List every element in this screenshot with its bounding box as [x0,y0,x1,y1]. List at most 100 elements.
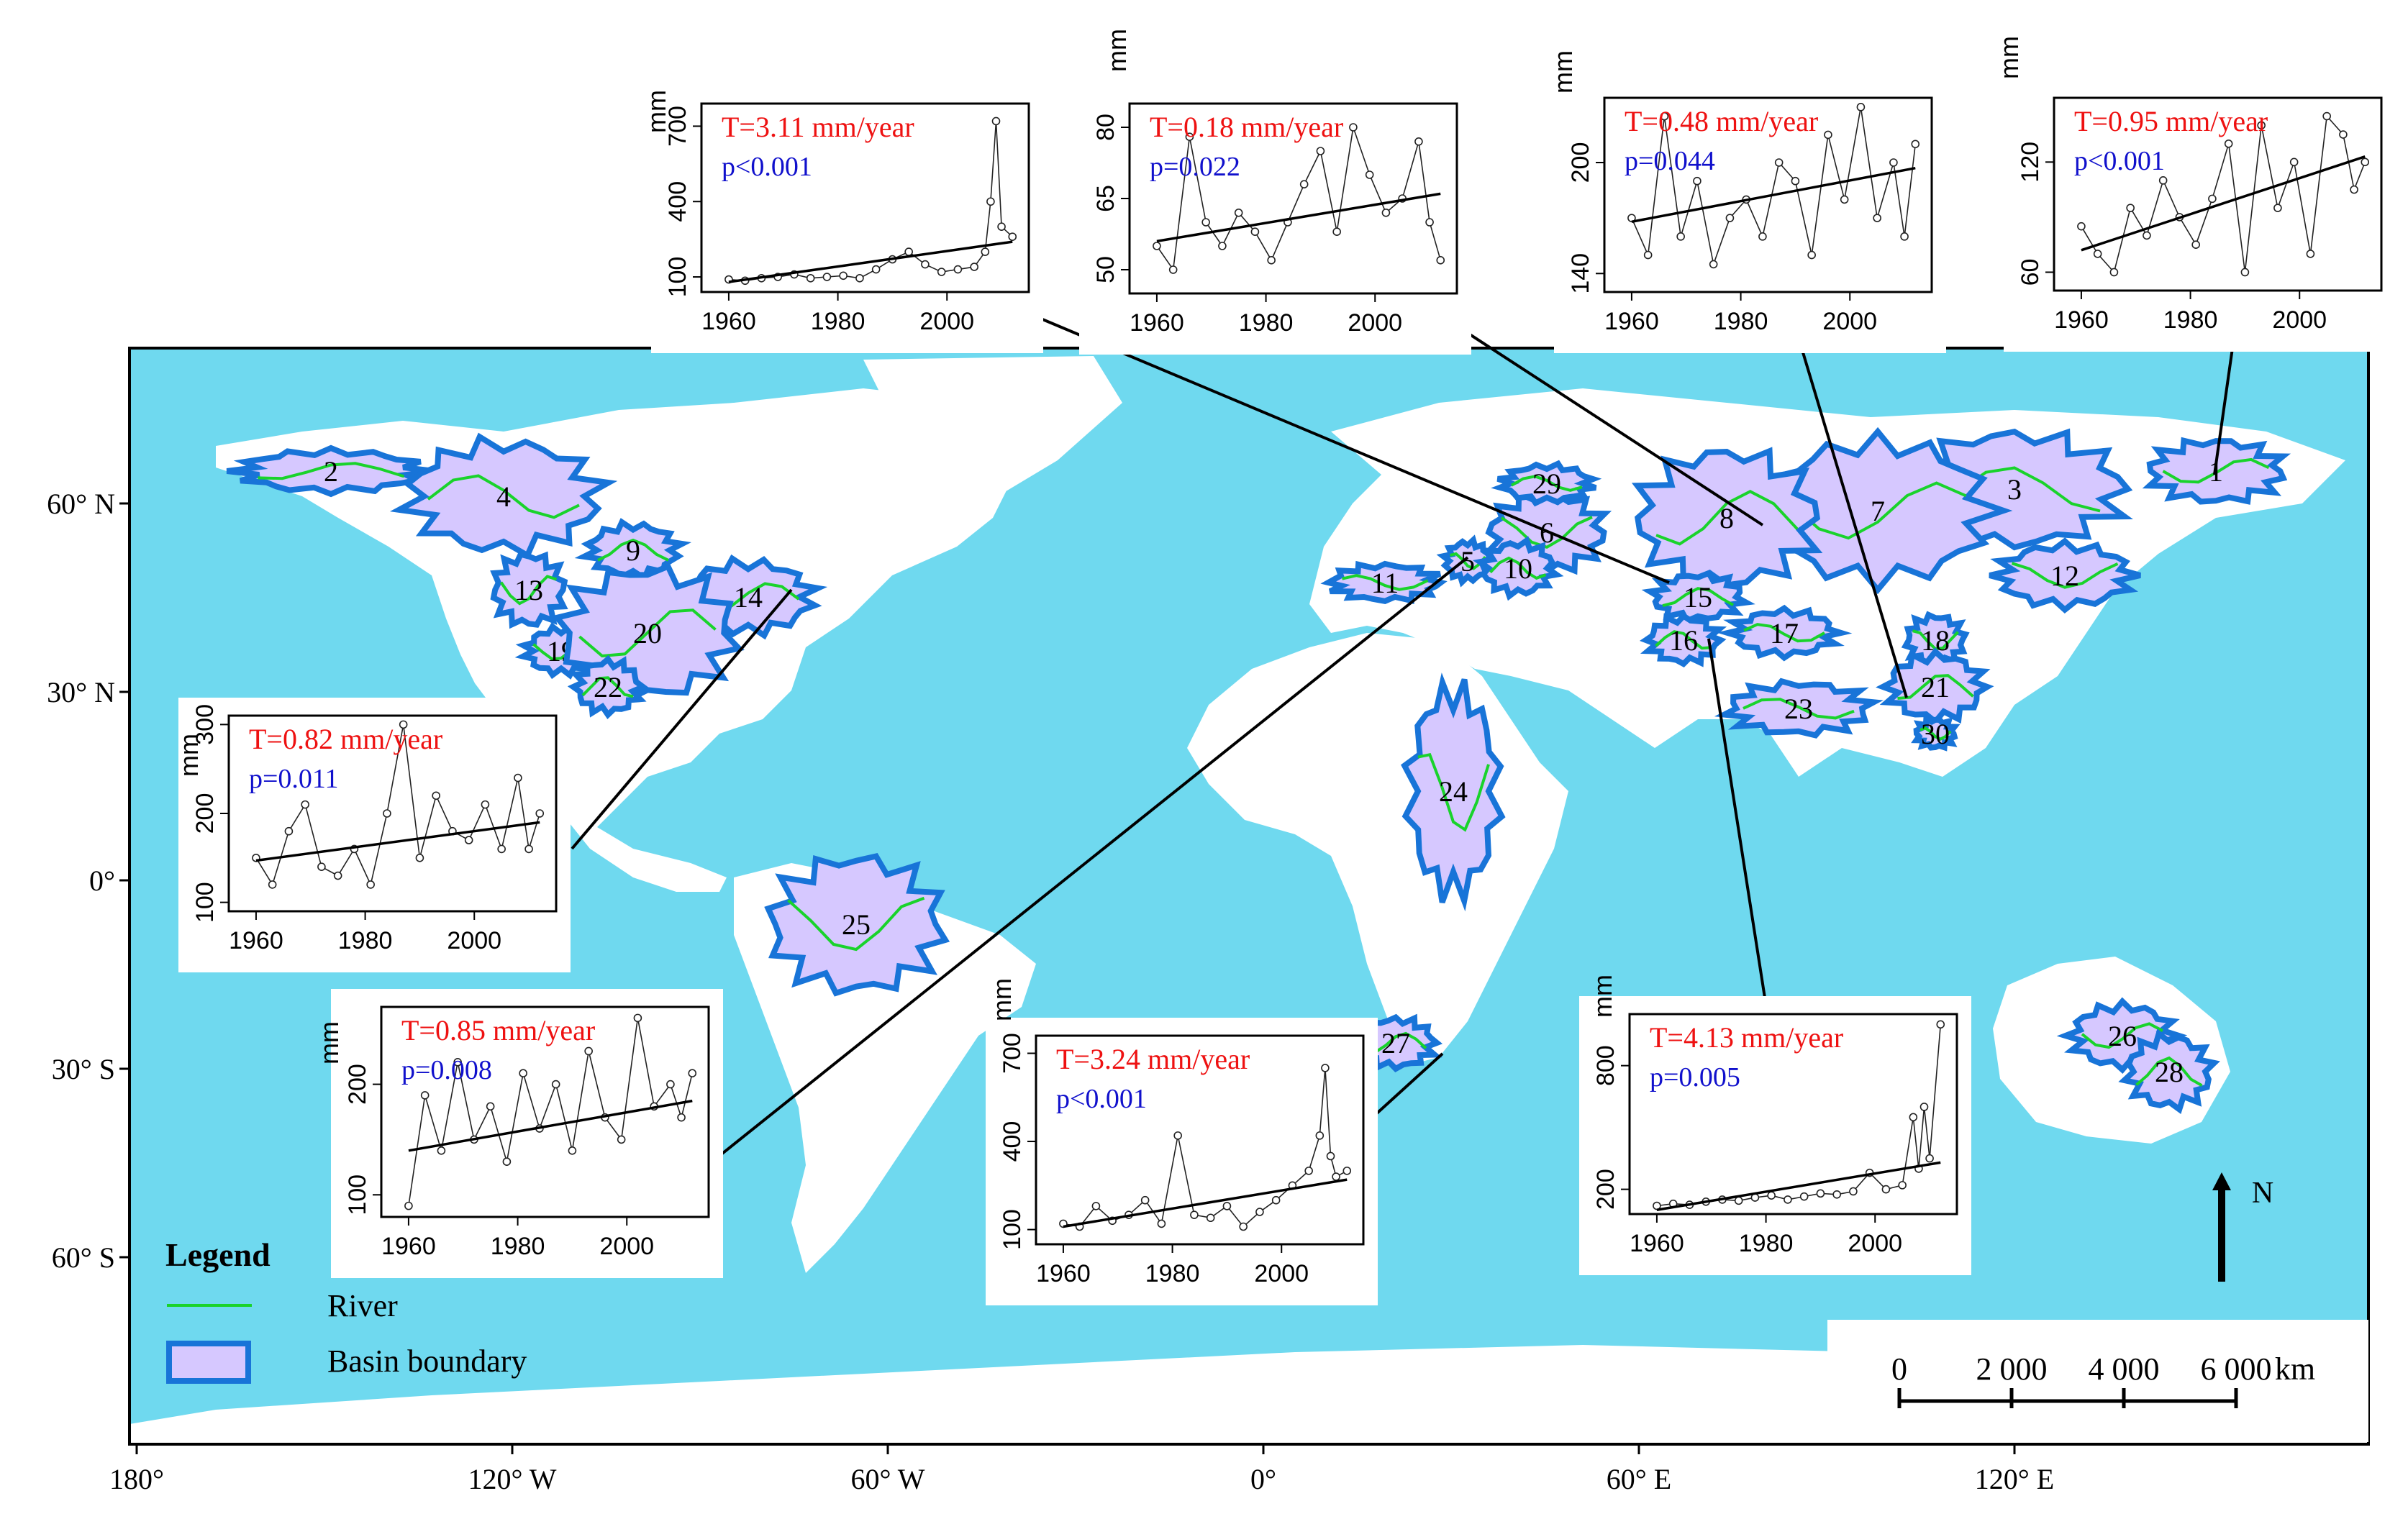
data-point [904,247,913,256]
inset-chart: 1960 1980 2000 50 65 80 mm T=0.18 mm/year p=0.02… [1079,29,1471,355]
y-axis-label: mm [1994,36,2024,79]
y-tick-label: 300 [191,704,219,745]
data-point [822,273,832,281]
basin-label: 22 [594,671,622,703]
inset-chart: 1960 1980 2000 100 400 700 mm T=3.24 mm/year p<0… [986,978,1378,1305]
trend-annotation: T=0.85 mm/year [401,1014,595,1046]
data-point [1660,111,1669,121]
lat-label: 0° [89,865,115,897]
data-point [1271,1195,1281,1205]
x-tick-label: 1960 [1036,1260,1091,1287]
river [2011,562,2119,589]
basin: 13 [490,550,568,629]
basin: 16 [1640,612,1727,668]
data-point [333,871,342,880]
inset-chart: 1960 1980 2000 140 200 mm T=0.48 mm/year p=0.04… [1548,50,1946,353]
data-point [1436,255,1445,265]
data-point [524,844,533,854]
data-point [502,1157,512,1166]
y-axis-label: mm [642,90,671,133]
data-point [535,809,545,818]
data-point [1889,158,1898,167]
lon-label: 120° E [1975,1463,2054,1495]
trend-annotation: T=0.95 mm/year [2074,105,2268,137]
lat-ticks [119,502,130,1259]
basin-label: 12 [2050,560,2079,592]
inset-chart: 1960 1980 2000 60 120 mm T=0.95 mm/year p<0.001 [1994,36,2396,352]
lon-label: 180° [109,1463,164,1495]
x-tick-label: 2000 [447,927,501,954]
data-point [453,1058,462,1067]
data-point [1816,1189,1825,1198]
basin-boundary [1320,560,1448,605]
basin-label: 9 [626,534,640,567]
data-point [1856,103,1866,111]
basin-boundary [1989,537,2141,614]
river [2135,1056,2203,1087]
trend-line [728,240,1013,283]
data-point [1414,137,1423,146]
north-arrow: N [2212,1172,2273,1282]
basin-label: 5 [1460,545,1475,578]
data-point [1153,242,1161,250]
data-point [2240,268,2250,277]
data-point [2224,140,2233,148]
data-point [1807,250,1816,260]
y-tick-label: 200 [344,1064,371,1105]
basin: 4 [389,432,618,560]
basin: 8 [1631,447,1823,590]
river [1489,556,1547,580]
x-tick-label: 2000 [2272,306,2327,334]
basin: 23 [1714,678,1884,739]
lon-label: 0° [1250,1463,1276,1495]
data-point [981,247,990,256]
data-point [1326,1151,1335,1161]
river [1743,623,1825,643]
x-tick-label: 1960 [1630,1230,1684,1257]
data-point [1911,140,1920,149]
data-point [921,260,930,269]
basin: 2 [226,444,435,498]
data-point [2158,176,2168,185]
basin-label: 4 [496,480,511,513]
data-point [464,836,473,844]
x-tick-label: 1960 [381,1233,436,1260]
basin: 11 [1320,560,1448,605]
inset-plot-frame [700,102,1030,293]
basin-label: 21 [1921,671,1950,703]
data-point [1267,255,1276,265]
data-point [2093,250,2102,258]
data-point [2273,204,2282,212]
trend-annotation: T=4.13 mm/year [1650,1021,1843,1054]
scale-tick: 2 000 [1976,1351,2048,1387]
y-tick-label: 200 [191,793,219,834]
trend-annotation: T=0.18 mm/year [1150,111,1343,143]
data-point [1734,1196,1743,1205]
data-point [1767,1191,1776,1200]
y-tick-label: 400 [664,181,691,222]
trend-annotation: T=0.82 mm/year [249,723,442,755]
x-tick-label: 2000 [1822,308,1877,335]
basin-label: 3 [2007,473,2022,506]
data-point [970,263,978,271]
basin-label: 16 [1669,624,1698,657]
data-point [2077,222,2086,231]
lon-labels: 180° 120° W 60° W 0° 60° E 120° E [109,1463,2054,1495]
y-tick-label: 800 [1592,1045,1619,1086]
y-tick-label: 80 [1092,114,1119,141]
data-point [1799,1192,1809,1201]
y-tick-label: 100 [344,1174,371,1215]
basin-label: 14 [734,581,763,613]
basin-label: 13 [514,574,543,606]
data-point [1168,265,1178,274]
basin-label: 24 [1439,775,1468,808]
x-tick-label: 1960 [701,308,756,335]
data-point [268,880,277,889]
basin: 9 [574,518,691,583]
basin-boundary [226,444,435,498]
y-axis-label: mm [1102,29,1132,72]
basin-boundary [1876,647,1994,726]
inset-plot-frame [380,1005,710,1218]
